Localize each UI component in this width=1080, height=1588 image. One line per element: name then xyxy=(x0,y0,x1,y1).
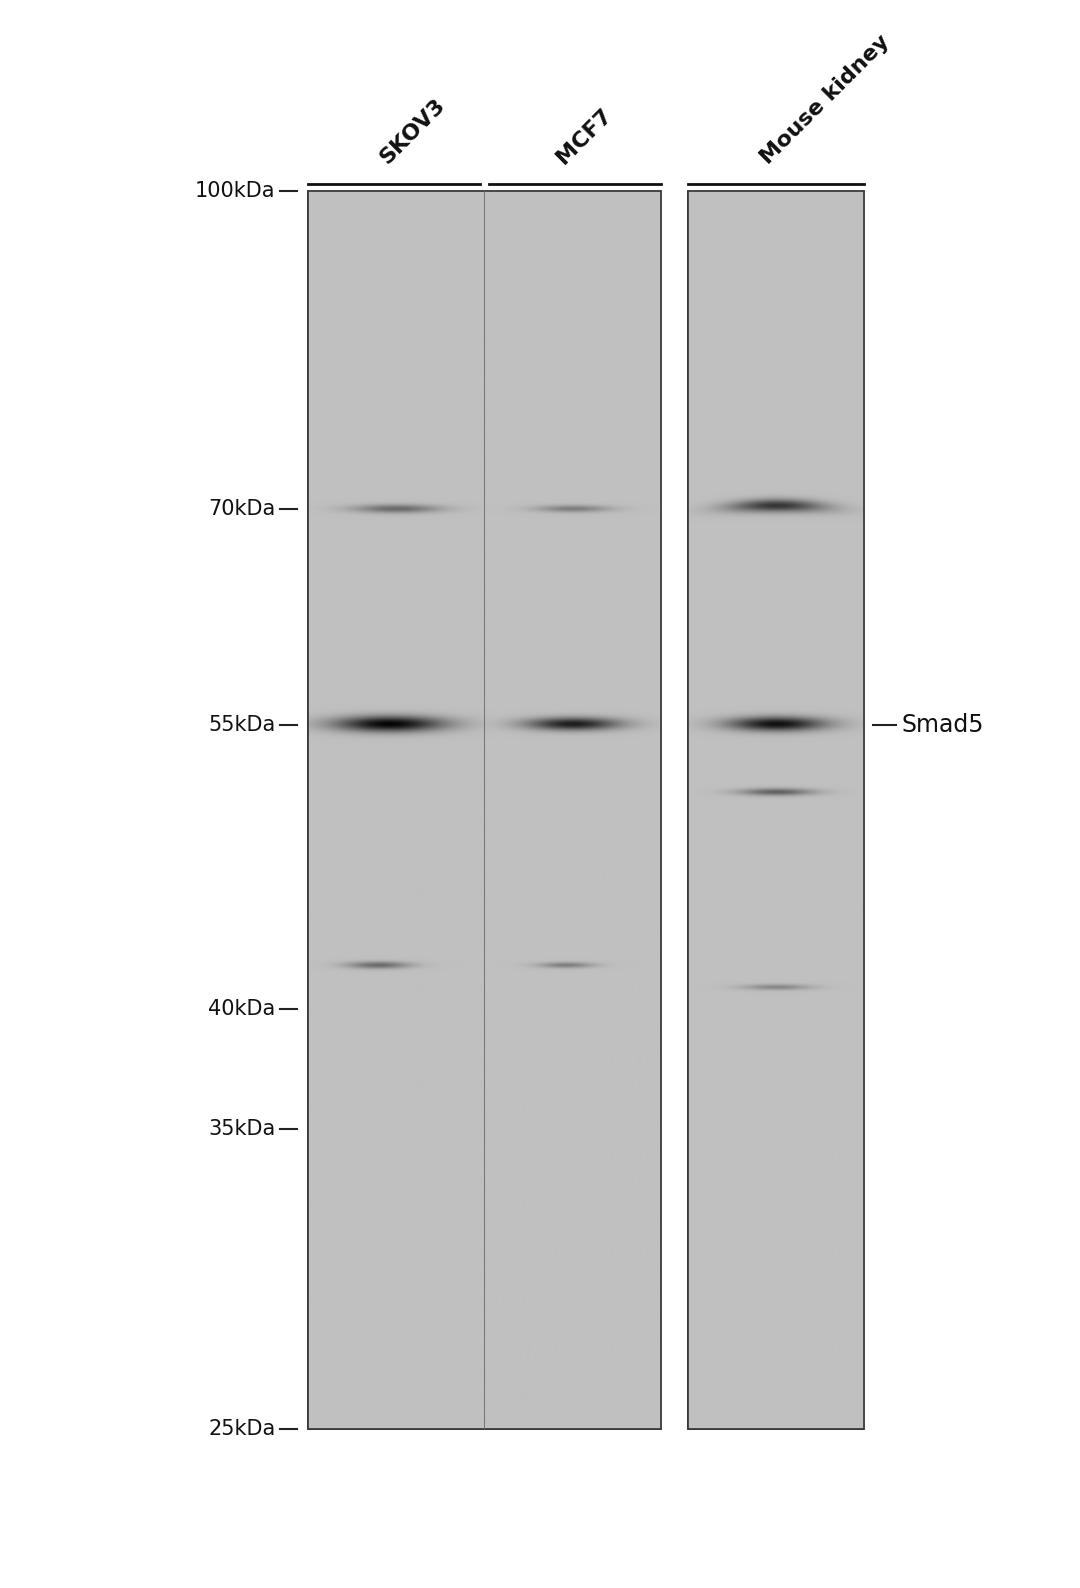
Text: MCF7: MCF7 xyxy=(553,105,617,168)
Text: 35kDa: 35kDa xyxy=(208,1118,275,1139)
Bar xyxy=(308,191,661,1429)
Text: 25kDa: 25kDa xyxy=(208,1420,275,1439)
Bar xyxy=(688,191,864,1429)
Text: 70kDa: 70kDa xyxy=(208,499,275,519)
Text: Mouse kidney: Mouse kidney xyxy=(756,32,893,168)
Text: 55kDa: 55kDa xyxy=(208,715,275,735)
Bar xyxy=(308,191,661,1429)
Text: 100kDa: 100kDa xyxy=(194,181,275,200)
Text: Smad5: Smad5 xyxy=(902,713,984,737)
Text: 40kDa: 40kDa xyxy=(208,999,275,1019)
Bar xyxy=(688,191,864,1429)
Text: SKOV3: SKOV3 xyxy=(377,95,449,168)
